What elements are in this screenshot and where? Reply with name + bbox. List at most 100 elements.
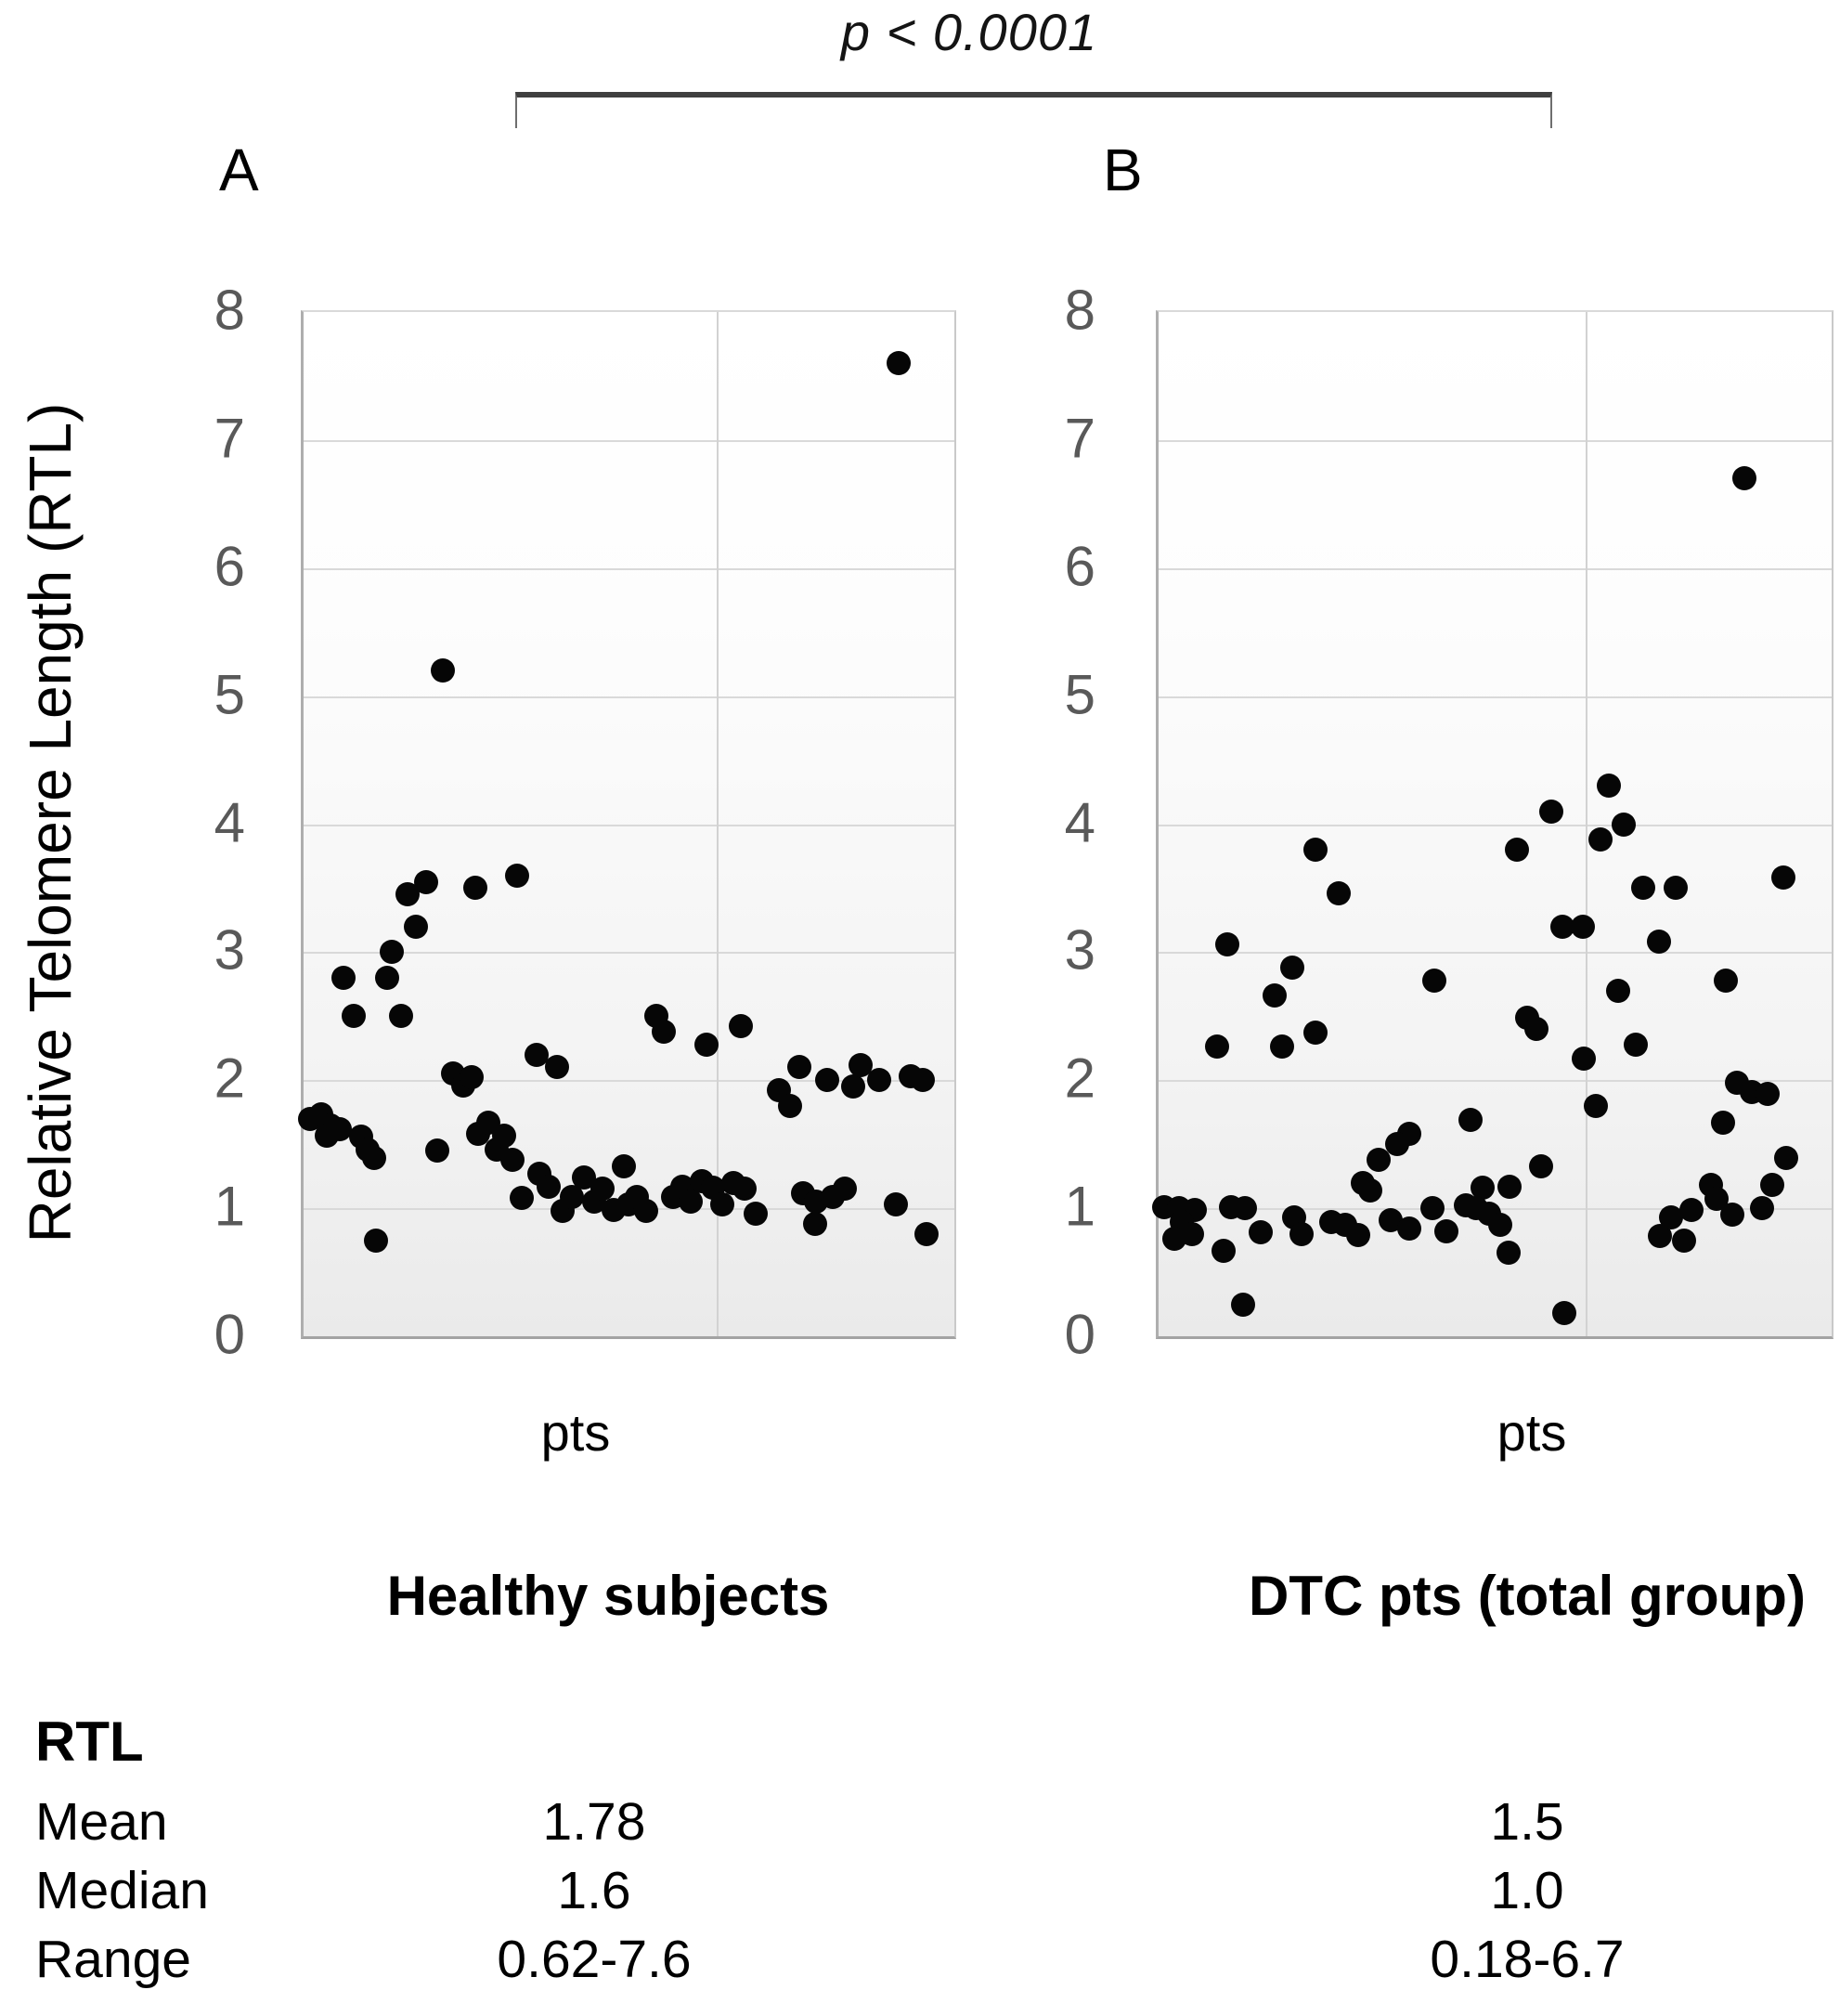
stat-value-dtc: 1.0 (1490, 1861, 1564, 1920)
data-point (1249, 1220, 1274, 1245)
data-point (500, 1147, 525, 1172)
data-point (1524, 1017, 1549, 1042)
stat-label: Range (35, 1930, 191, 1989)
y-tick-label-2: 2 (1064, 1047, 1095, 1110)
data-point (424, 1138, 449, 1164)
data-point (1750, 1196, 1775, 1221)
y-tick-label-7: 7 (1064, 407, 1095, 470)
data-point (1289, 1221, 1315, 1246)
data-point (374, 965, 399, 990)
data-point (1420, 1196, 1445, 1221)
data-point (1550, 914, 1574, 939)
data-point (732, 1177, 757, 1202)
data-point (1458, 1107, 1483, 1132)
data-point (1624, 1032, 1649, 1057)
data-point (1714, 968, 1739, 993)
y-tick-label-2: 2 (214, 1047, 245, 1110)
stat-value-dtc: 1.5 (1490, 1792, 1564, 1852)
data-point (652, 1019, 677, 1044)
data-point (491, 1123, 516, 1148)
panel-b-label: B (1103, 137, 1143, 203)
data-point (1672, 1228, 1697, 1253)
y-tick-label-4: 4 (214, 791, 245, 853)
group-label-healthy: Healthy subjects (386, 1565, 830, 1627)
data-point (1552, 1301, 1577, 1326)
gridline-y-2 (304, 1080, 954, 1083)
data-point (1211, 1238, 1236, 1263)
stat-row-mean: Mean 1.78 1.5 (0, 1791, 1840, 1856)
data-point (1367, 1147, 1392, 1172)
group-label-dtc: DTC pts (total group) (1249, 1565, 1806, 1627)
data-point (1646, 930, 1671, 955)
stats-header: RTL (35, 1710, 144, 1773)
data-point (1497, 1241, 1521, 1266)
data-point (395, 882, 421, 907)
data-point (914, 1221, 939, 1246)
gridline-y-6 (1159, 567, 1832, 570)
data-point (1505, 838, 1530, 863)
data-point (886, 351, 911, 376)
data-point (536, 1174, 561, 1199)
data-point (1346, 1223, 1371, 1248)
stat-value-healthy: 1.6 (557, 1861, 631, 1920)
data-point (1230, 1292, 1255, 1317)
data-point (1587, 827, 1613, 852)
data-point (1180, 1221, 1205, 1246)
data-point (590, 1177, 615, 1202)
data-point (389, 1004, 414, 1029)
data-point (1583, 1093, 1608, 1118)
data-point (327, 1116, 352, 1141)
data-point (833, 1177, 858, 1202)
data-point (1659, 1204, 1684, 1229)
data-point (1570, 914, 1595, 939)
y-tick-label-0: 0 (1064, 1303, 1095, 1366)
data-point (911, 1068, 936, 1093)
gridline-y-7 (1159, 439, 1832, 442)
stat-row-range: Range 0.62-7.6 0.18-6.7 (0, 1929, 1840, 1994)
data-point (729, 1014, 754, 1039)
y-axis-ticks-a: 8 7 6 5 4 3 2 1 0 (121, 280, 269, 1366)
y-tick-label-8: 8 (1064, 279, 1095, 342)
significance-bracket (515, 92, 1552, 128)
data-point (1433, 1218, 1458, 1243)
y-tick-label-6: 6 (214, 535, 245, 598)
data-point (1205, 1034, 1230, 1060)
data-point (1471, 1176, 1496, 1201)
data-point (611, 1153, 636, 1178)
data-point (841, 1074, 866, 1099)
x-axis-label-a: pts (540, 1403, 611, 1462)
data-point (1679, 1197, 1704, 1222)
data-point (1770, 865, 1795, 891)
data-point (431, 658, 455, 683)
x-axis-label-b: pts (1497, 1403, 1567, 1462)
data-point (509, 1186, 534, 1211)
y-tick-label-1: 1 (1064, 1175, 1095, 1238)
p-value-annotation: p < 0.0001 (840, 3, 1098, 61)
gridline-x (717, 312, 719, 1336)
gridline-y-4 (1159, 824, 1832, 826)
data-point (1232, 1196, 1257, 1221)
data-point (1327, 880, 1352, 905)
data-point (1572, 1046, 1597, 1071)
data-point (867, 1068, 892, 1093)
data-point (634, 1198, 659, 1223)
y-tick-label-1: 1 (214, 1175, 245, 1238)
gridline-y-7 (304, 439, 954, 442)
data-point (778, 1093, 803, 1118)
data-point (1756, 1082, 1781, 1107)
data-point (524, 1042, 549, 1067)
gridline-y-5 (1159, 696, 1832, 698)
data-point (1773, 1146, 1798, 1171)
y-tick-label-8: 8 (214, 279, 245, 342)
data-point (1606, 978, 1631, 1003)
data-point (1422, 968, 1447, 993)
data-point (1487, 1213, 1512, 1238)
scatter-plot-healthy (298, 310, 956, 1339)
data-point (1358, 1177, 1383, 1203)
data-point (361, 1146, 386, 1171)
data-point (341, 1004, 366, 1029)
gridline-y-3 (1159, 952, 1832, 955)
y-tick-label-3: 3 (1064, 918, 1095, 982)
data-point (504, 863, 529, 888)
